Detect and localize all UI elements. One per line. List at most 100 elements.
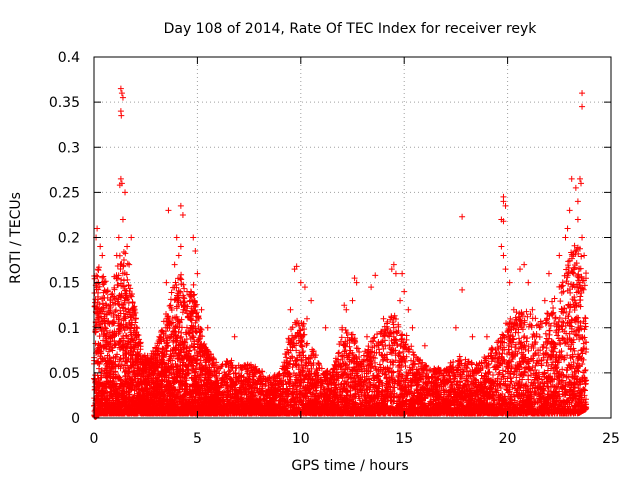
data-point (124, 324, 131, 331)
data-point (112, 307, 119, 314)
data-point (113, 389, 120, 396)
data-point (122, 351, 129, 358)
data-point (95, 365, 102, 372)
data-point (103, 385, 110, 392)
data-point (98, 318, 105, 325)
data-point (122, 354, 129, 361)
data-point (131, 324, 138, 331)
data-point (129, 355, 136, 362)
data-point (110, 320, 117, 327)
data-point (103, 327, 110, 334)
data-point (110, 354, 117, 361)
data-point (137, 395, 144, 402)
data-point (97, 355, 104, 362)
data-point (127, 285, 134, 292)
data-point (104, 363, 111, 370)
data-point (103, 338, 110, 345)
data-point (91, 275, 98, 282)
data-point (109, 319, 116, 326)
data-point (113, 274, 120, 281)
data-point (95, 267, 102, 274)
data-point (124, 276, 131, 283)
data-point (102, 301, 109, 308)
data-point (114, 275, 121, 282)
data-point (120, 365, 127, 372)
data-point (123, 271, 130, 278)
data-point (118, 321, 125, 328)
data-point (98, 306, 105, 313)
data-point (98, 295, 105, 302)
data-point (112, 401, 119, 408)
data-point (122, 308, 129, 315)
data-point (117, 403, 124, 410)
data-point (116, 356, 123, 363)
data-point (121, 327, 128, 334)
data-point (299, 349, 306, 356)
data-point (132, 315, 139, 322)
data-point (117, 383, 124, 390)
data-point (109, 378, 116, 385)
data-point (111, 286, 118, 293)
data-point (128, 344, 135, 351)
data-point (124, 260, 131, 267)
data-point (129, 409, 136, 416)
data-point (122, 250, 129, 257)
data-point (110, 386, 117, 393)
data-point (109, 344, 116, 351)
data-point (100, 380, 107, 387)
data-point (117, 346, 124, 353)
data-point (118, 361, 125, 368)
data-point (122, 290, 129, 297)
data-point (96, 333, 103, 340)
data-point (123, 388, 130, 395)
data-point (100, 331, 107, 338)
data-point (119, 270, 126, 277)
data-point (118, 260, 125, 267)
data-point (98, 396, 105, 403)
data-point (99, 300, 106, 307)
data-point (123, 287, 130, 294)
data-point (129, 300, 136, 307)
data-point (102, 278, 109, 285)
data-point (91, 412, 98, 419)
data-point (98, 326, 105, 333)
data-point (124, 311, 131, 318)
data-point (116, 338, 123, 345)
data-point (109, 290, 116, 297)
data-point (129, 337, 136, 344)
data-points (91, 85, 590, 421)
data-point (116, 293, 123, 300)
data-point (135, 386, 142, 393)
data-point (118, 276, 125, 283)
data-point (122, 368, 129, 375)
data-point (94, 293, 101, 300)
data-point (92, 329, 99, 336)
data-point (118, 400, 125, 407)
data-point (123, 358, 130, 365)
data-point (105, 402, 112, 409)
data-point (106, 372, 113, 379)
data-point (122, 287, 129, 294)
data-point (98, 348, 105, 355)
data-point (134, 392, 141, 399)
chart-title: Day 108 of 2014, Rate Of TEC Index for r… (164, 21, 538, 37)
data-point (110, 364, 117, 371)
data-point (128, 322, 135, 329)
data-point (117, 376, 124, 383)
data-point (126, 391, 133, 398)
data-point (118, 335, 125, 342)
data-point (107, 357, 114, 364)
data-point (109, 293, 116, 300)
data-point (92, 386, 99, 393)
data-point (113, 380, 120, 387)
data-point (134, 331, 141, 338)
data-point (130, 327, 137, 334)
data-point (123, 402, 130, 409)
data-point (304, 340, 311, 347)
data-point (94, 299, 101, 306)
data-point (135, 351, 142, 358)
data-point (126, 391, 133, 398)
data-point (114, 351, 121, 358)
data-point (117, 310, 124, 317)
data-point (137, 346, 144, 353)
